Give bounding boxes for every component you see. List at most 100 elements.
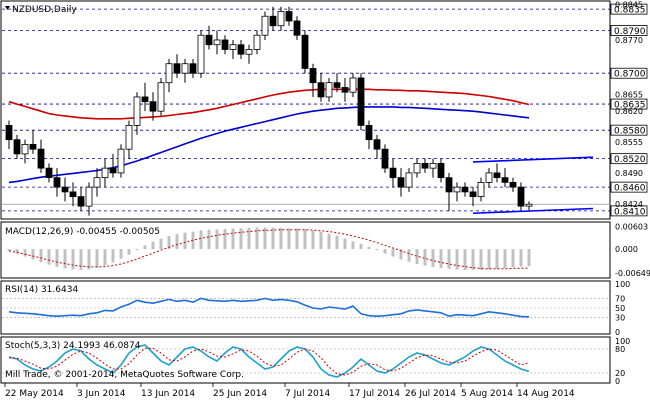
- price-tick-label: 0.8555: [615, 138, 643, 147]
- macd-bar: [63, 249, 67, 269]
- x-axis-date-label: 5 Aug 2014: [461, 389, 513, 399]
- candle-bull-body: [245, 49, 253, 55]
- candle-bear-body: [69, 191, 77, 198]
- macd-tick-label: 0.000: [615, 245, 638, 254]
- x-axis-date-label: 25 Jun 2014: [213, 389, 267, 399]
- level-label-box: [610, 153, 648, 165]
- level-label: 0.8700: [614, 70, 646, 80]
- candle-bull-body: [413, 163, 421, 174]
- candle-bear-body: [205, 34, 213, 46]
- candle: [165, 58, 173, 93]
- candle-bull-body: [165, 63, 173, 84]
- macd-bar: [455, 249, 459, 270]
- macd-bar: [359, 243, 363, 250]
- candle-bear-body: [493, 172, 501, 179]
- candle: [261, 11, 269, 40]
- rsi-tick-label: 50: [615, 304, 625, 313]
- level-label-box: [610, 205, 648, 217]
- candle-bear-body: [373, 139, 381, 150]
- candle-bear-body: [141, 96, 149, 103]
- macd-bar: [343, 238, 347, 250]
- candle: [453, 182, 461, 202]
- candle: [293, 16, 301, 40]
- candle: [381, 144, 389, 173]
- level-label: 0.8410: [614, 207, 646, 217]
- candle-bear-body: [13, 139, 21, 155]
- x-axis-date-label: 26 Jul 2014: [405, 389, 456, 399]
- candle-bear-body: [285, 11, 293, 22]
- candle: [37, 139, 45, 173]
- candle: [21, 139, 29, 164]
- candle: [357, 73, 365, 131]
- candle-bear-body: [461, 186, 469, 193]
- candle: [205, 25, 213, 50]
- stoch-tick-label: 0: [615, 377, 620, 386]
- candle: [389, 158, 397, 188]
- candle: [477, 177, 485, 202]
- macd-bar: [175, 234, 179, 250]
- candle-bear-body: [5, 125, 13, 141]
- macd-bar: [311, 230, 315, 250]
- candle-bull-body: [453, 186, 461, 193]
- candle-bull-body: [85, 186, 93, 207]
- candle: [349, 73, 357, 97]
- candle: [173, 54, 181, 78]
- candle-bear-body: [469, 191, 477, 198]
- level-label-box: [610, 181, 648, 193]
- macd-bar: [351, 241, 355, 250]
- macd-bar: [199, 230, 203, 250]
- macd-bar: [431, 249, 435, 267]
- macd-bar: [143, 245, 147, 250]
- candle-bear-body: [509, 181, 517, 188]
- stoch-tick-label: 80: [615, 345, 625, 354]
- x-axis-date-label: 22 May 2014: [5, 389, 64, 399]
- candle: [397, 168, 405, 197]
- candle-bear-body: [389, 167, 397, 179]
- macd-bar: [47, 249, 51, 265]
- candle-bear-body: [173, 63, 181, 74]
- candle: [525, 201, 533, 211]
- macd-bar: [95, 249, 99, 268]
- current-price-label: 0.8424: [615, 200, 643, 209]
- candle: [133, 92, 141, 135]
- macd-bar: [295, 228, 299, 250]
- candle-bear-body: [37, 148, 45, 169]
- candle: [517, 182, 525, 211]
- candle-bull-body: [157, 82, 165, 112]
- candle-bull-body: [117, 148, 125, 174]
- level-label: 0.8520: [614, 155, 646, 165]
- macd-bar: [263, 227, 267, 250]
- candle: [237, 39, 245, 59]
- candle: [333, 73, 341, 93]
- macd-bar: [239, 228, 243, 250]
- candle-bear-body: [421, 163, 429, 169]
- candle-bull-body: [101, 167, 109, 179]
- candle-bear-body: [397, 177, 405, 188]
- macd-bar: [271, 227, 275, 250]
- candle: [309, 63, 317, 97]
- macd-signal-line: [8, 229, 530, 270]
- candle-bull-body: [253, 34, 261, 50]
- candle: [437, 158, 445, 183]
- candle-bear-body: [293, 20, 301, 36]
- rsi-panel: [0, 280, 611, 335]
- macd-bar: [151, 241, 155, 250]
- macd-bar: [367, 246, 371, 250]
- price-title-text: NZDUSD,Daily: [12, 5, 77, 15]
- level-label: 0.8790: [614, 27, 646, 37]
- macd-tick-label: -0.00649: [615, 269, 650, 278]
- candle: [277, 6, 285, 31]
- macd-tick-label: 0.00603: [615, 223, 648, 232]
- candle: [213, 30, 221, 55]
- candle: [253, 30, 261, 55]
- macd-bar: [159, 238, 163, 250]
- candle: [413, 158, 421, 178]
- candle: [125, 120, 133, 159]
- macd-bar: [279, 227, 283, 250]
- candle: [301, 30, 309, 74]
- candle: [197, 30, 205, 78]
- stoch-main-line: [8, 344, 530, 378]
- macd-bar: [119, 249, 123, 259]
- stoch-signal-line: [8, 347, 530, 376]
